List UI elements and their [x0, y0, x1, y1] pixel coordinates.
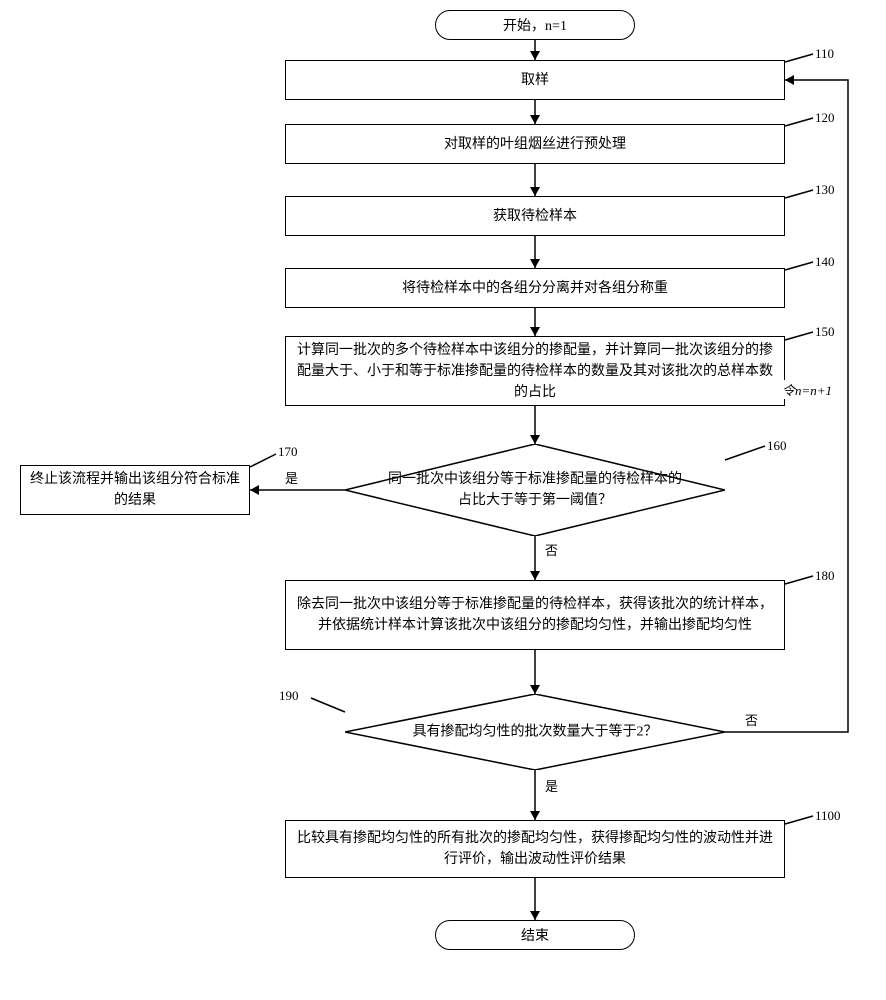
step-170: 终止该流程并输出该组分符合标准的结果 — [20, 465, 250, 515]
flow-arrow — [303, 690, 353, 720]
step-180: 除去同一批次中该组分等于标准掺配量的待检样本，获得该批次的统计样本，并依据统计样… — [285, 580, 785, 650]
flow-arrow — [527, 528, 543, 588]
label-yes-190: 是 — [545, 776, 558, 795]
label-170: 170 — [278, 444, 298, 460]
step-150: 计算同一批次的多个待检样本中该组分的掺配量，并计算同一批次该组分的掺配量大于、小… — [285, 336, 785, 406]
decision-160: 同一批次中该组分等于标准掺配量的待检样本的占比大于等于第一阈值？ — [345, 444, 725, 536]
label-no-190: 否 — [745, 710, 758, 729]
label-110: 110 — [815, 46, 834, 62]
label-1100: 1100 — [815, 808, 841, 824]
label-yes-160: 是 — [285, 468, 298, 487]
label-no-160: 否 — [545, 540, 558, 559]
label-190: 190 — [279, 688, 299, 704]
terminal-end: 结束 — [435, 920, 635, 950]
flow-arrow — [527, 762, 543, 828]
label-loop: 令n=n+1 — [782, 380, 832, 399]
flow-arrow — [717, 72, 856, 740]
decision-190: 具有掺配均匀性的批次数量大于等于2？ — [345, 694, 725, 770]
flow-arrow — [527, 642, 543, 702]
